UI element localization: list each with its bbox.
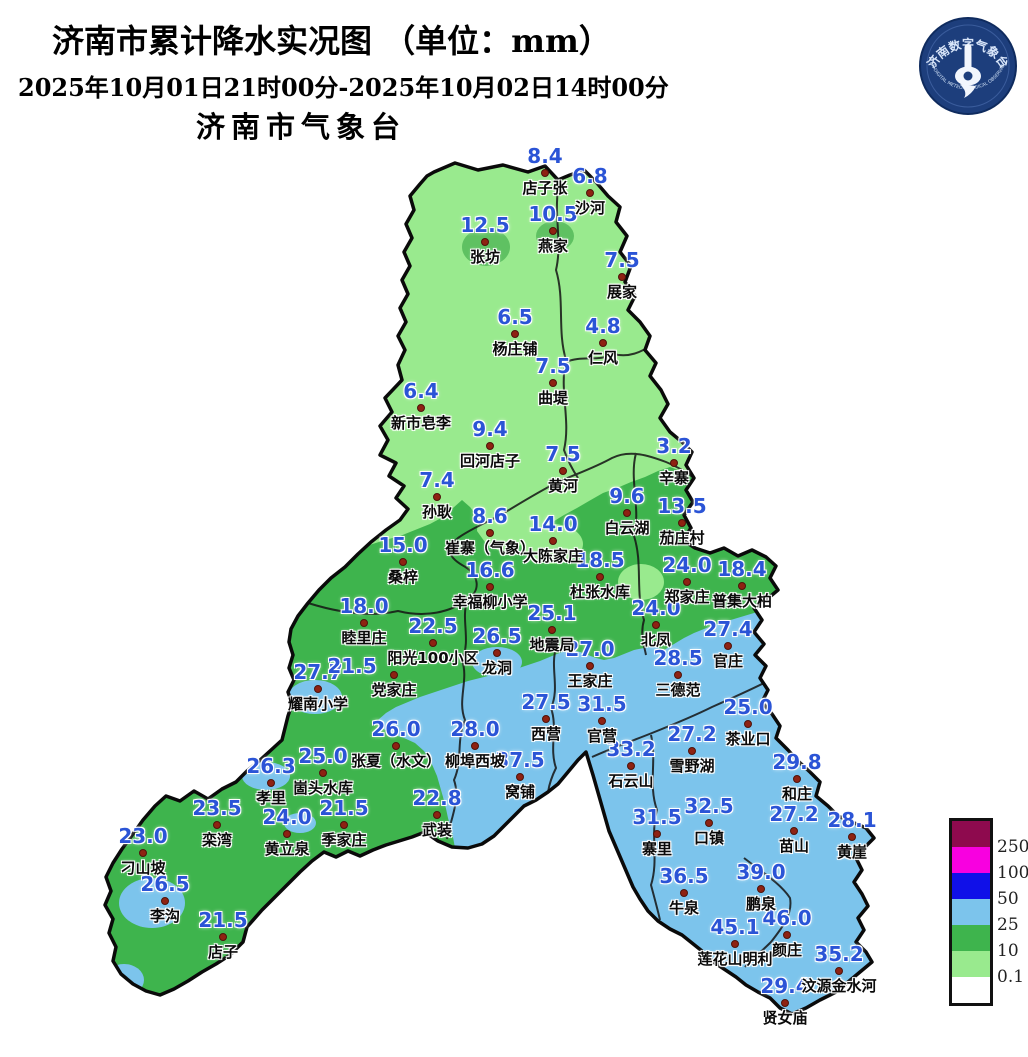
logo-thermometer-icon [955,44,981,98]
blob-gutou [284,813,316,833]
blob-dachenjiazhuang [521,524,583,564]
legend-band [952,873,990,899]
legend-label: 25 [997,915,1019,935]
legend-band [952,821,990,847]
legend-band [952,899,990,925]
page-title: 济南市累计降水实况图 （单位：mm） [52,22,611,60]
legend-color-bar [949,818,993,1006]
legend-label: 50 [997,889,1019,909]
report-period: 2025年10月01日21时00分-2025年10月02日14时00分 [18,73,669,102]
legend-band [952,977,990,1003]
rainfall-legend: 250 100 50 25 10 0.1 [949,818,1028,1006]
legend-label: 10 [997,941,1019,961]
blob-yaonan [288,680,342,714]
city-boundary [103,161,876,1016]
blob-xiaoli [242,762,290,790]
legend-band [952,847,990,873]
agency-name: 济南市气象台 [196,110,407,144]
blob-southwest-tip [105,964,144,996]
legend-band [952,925,990,951]
blob-zhangfang [462,228,510,266]
blob-longdong [472,647,522,677]
legend-label: 100 [997,863,1028,883]
blob-duzhang-east [618,564,664,600]
legend-label: 250 [997,837,1028,857]
county-boundaries [307,179,792,968]
blob-yanjia [536,221,574,251]
legend-label: 0.1 [997,967,1025,987]
blob-ligou [119,878,185,928]
agency-logo: 济南数字气象台 JINAN DIGITAL METEOROLOGICAL OBS… [916,14,1017,115]
legend-band [952,951,990,977]
